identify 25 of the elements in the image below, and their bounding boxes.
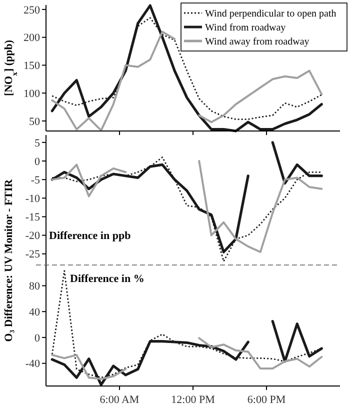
y-tick-label: -10 (25, 192, 40, 205)
legend-label: Wind away from roadway (205, 36, 310, 48)
annotation: Difference in % (70, 273, 144, 285)
y-tick-label: -5 (30, 174, 40, 186)
y-tick-label: 200 (24, 32, 40, 44)
y-tick-label: 150 (24, 60, 40, 72)
y-tick-label: -15 (25, 212, 40, 224)
y-tick-label: 250 (24, 4, 40, 16)
annotation: Difference in ppb (49, 230, 131, 242)
x-tick-label: 6:00 AM (100, 394, 140, 406)
x-tick-label: 6:00 PM (247, 394, 286, 406)
y-tick-label: 40 (29, 306, 40, 318)
y-tick-label: -20 (25, 230, 40, 242)
y-tick-label: -25 (25, 248, 40, 261)
y-tick-label: 50 (29, 116, 40, 128)
y-axis-title: O₃ Difference: UV Monitor - FTIR (3, 178, 15, 342)
y-tick-label: 0 (34, 156, 40, 168)
legend-label: Wind perpendicular to open path (205, 8, 336, 20)
legend-label: Wind from roadway (205, 22, 286, 34)
y-tick-label: 100 (24, 88, 40, 100)
y-tick-label: 0 (34, 332, 40, 344)
y-tick-label: 80 (29, 280, 40, 293)
x-tick-label: 12:00 PM (171, 394, 216, 406)
y-tick-label: 5 (34, 137, 40, 150)
y-tick-label: -40 (25, 358, 40, 370)
